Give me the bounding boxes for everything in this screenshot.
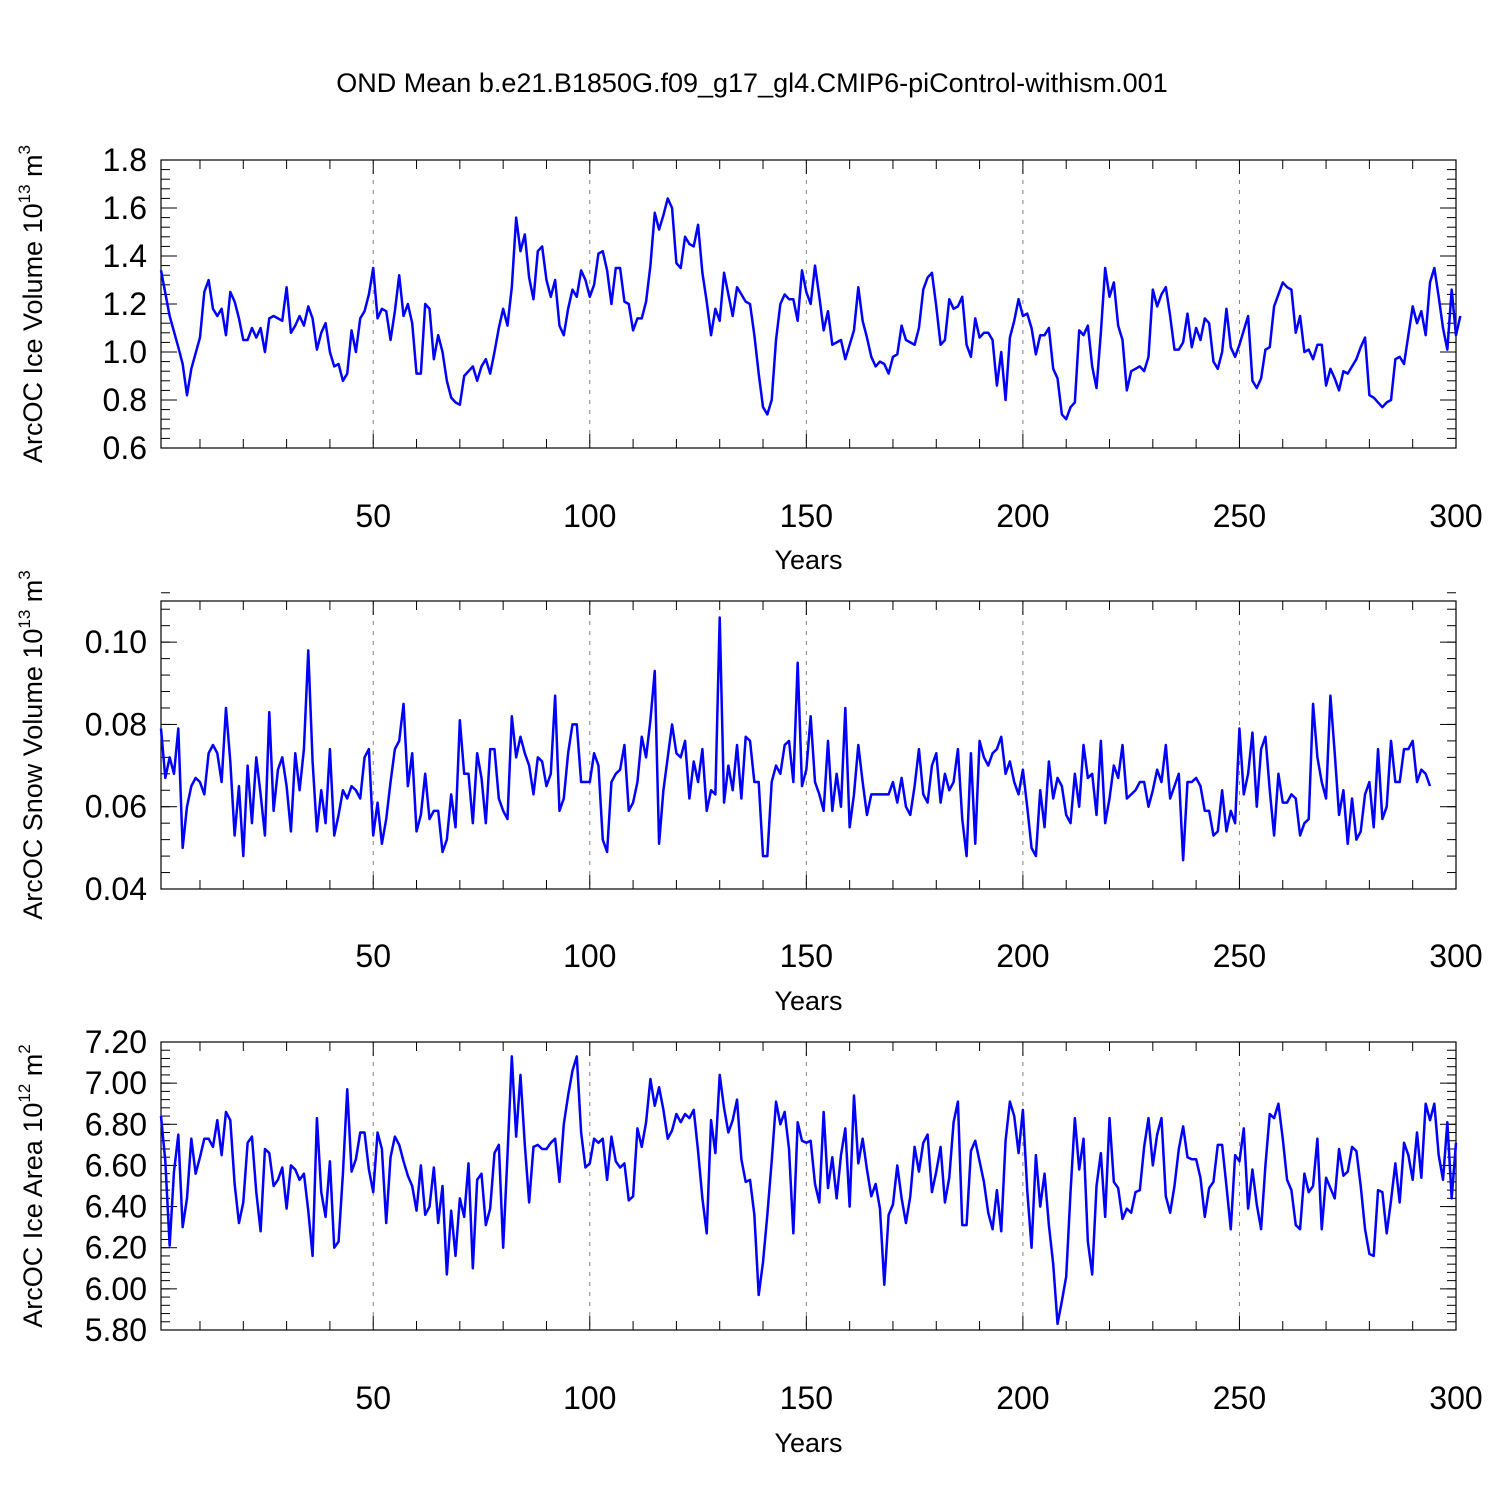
- y-tick-label: 1.8: [103, 142, 147, 178]
- x-tick-label: 250: [1213, 498, 1266, 534]
- x-tick-label: 250: [1213, 938, 1266, 974]
- series-line-ice-volume: [159, 197, 1462, 421]
- plot-frame: [160, 600, 1457, 890]
- x-tick-label: 150: [780, 498, 833, 534]
- y-axis-title-part: ArcOC Ice Area 10: [18, 1103, 48, 1328]
- x-tick-label: 200: [996, 938, 1049, 974]
- x-tick-label: 150: [780, 938, 833, 974]
- figure-title: OND Mean b.e21.B1850G.f09_g17_gl4.CMIP6-…: [336, 68, 1167, 98]
- y-axis-title: ArcOC Ice Volume 1013 m3: [15, 145, 48, 463]
- y-tick-label: 6.80: [85, 1106, 147, 1142]
- y-tick-label: 1.2: [103, 286, 147, 322]
- x-axis-title: Years: [774, 545, 842, 575]
- plot-frame: [160, 159, 1457, 449]
- y-axis-title: ArcOC Snow Volume 1013 m3: [15, 570, 48, 920]
- y-axis-title-part: m: [18, 1054, 48, 1084]
- y-axis-title: ArcOC Ice Area 1012 m2: [15, 1044, 48, 1328]
- y-axis-title-part: 13: [15, 610, 34, 629]
- x-tick-label: 200: [996, 498, 1049, 534]
- x-tick-label: 300: [1429, 938, 1482, 974]
- y-tick-label: 7.20: [85, 1024, 147, 1060]
- x-tick-label: 50: [355, 938, 391, 974]
- x-axis-title: Years: [774, 986, 842, 1016]
- x-tick-label: 100: [563, 498, 616, 534]
- y-tick-label: 1.4: [103, 238, 147, 274]
- y-axis-title-part: 12: [15, 1084, 34, 1103]
- panels: 0.60.81.01.21.41.61.850 100 150 200 250 300Ye…: [15, 142, 1483, 1458]
- series-line-ice-area: [159, 1055, 1458, 1326]
- x-axis-title: Years: [774, 1428, 842, 1458]
- panel-snow-volume: 0.04 0.06 0.08 0.10 50 100 150 200 250 300 Years Ar…: [15, 570, 1483, 1016]
- plot-frame: [160, 1041, 1457, 1331]
- y-tick-label: 0.06: [85, 789, 147, 825]
- y-axis-title-part: ArcOC Snow Volume 10: [18, 629, 48, 920]
- x-tick-label: 200: [996, 1380, 1049, 1416]
- panel-ice-area: 5.80 6.00 6.20 6.40 6.60 6.80 7.00 7.20 50 100 150…: [15, 1024, 1483, 1458]
- y-tick-label: 1.6: [103, 190, 147, 226]
- y-axis-title-part: 3: [15, 570, 34, 579]
- x-tick-label: 100: [563, 938, 616, 974]
- y-tick-label: 0.04: [85, 871, 147, 907]
- x-tick-label: 300: [1429, 498, 1482, 534]
- y-tick-label: 0.6: [103, 430, 147, 466]
- panel-ice-volume: 0.6 0.8 1.0 1.2 1.4 1.6 1.8 50 100 150 200 250 300 Ye…: [15, 142, 1483, 575]
- x-tick-label: 150: [780, 1380, 833, 1416]
- x-tick-label: 50: [355, 1380, 391, 1416]
- y-axis-title-part: ArcOC Ice Volume 10: [18, 203, 48, 463]
- x-tick-label: 300: [1429, 1380, 1482, 1416]
- y-tick-label: 6.20: [85, 1230, 147, 1266]
- y-tick-label: 0.8: [103, 382, 147, 418]
- y-axis-title-part: m: [18, 580, 48, 610]
- y-tick-label: 6.40: [85, 1189, 147, 1225]
- series-line-snow-volume: [159, 616, 1432, 862]
- x-tick-label: 50: [355, 498, 391, 534]
- y-axis-title-part: 13: [15, 184, 34, 203]
- y-tick-label: 0.08: [85, 706, 147, 742]
- y-axis-title-part: m: [18, 154, 48, 184]
- y-tick-label: 6.60: [85, 1147, 147, 1183]
- y-tick-label: 7.00: [85, 1065, 147, 1101]
- y-tick-label: 0.10: [85, 624, 147, 660]
- y-axis-title-part: 3: [15, 145, 34, 154]
- y-axis-title-part: 2: [15, 1044, 34, 1053]
- y-tick-label: 6.00: [85, 1271, 147, 1307]
- x-tick-label: 100: [563, 1380, 616, 1416]
- y-tick-label: 5.80: [85, 1312, 147, 1348]
- x-tick-label: 250: [1213, 1380, 1266, 1416]
- y-tick-label: 1.0: [103, 334, 147, 370]
